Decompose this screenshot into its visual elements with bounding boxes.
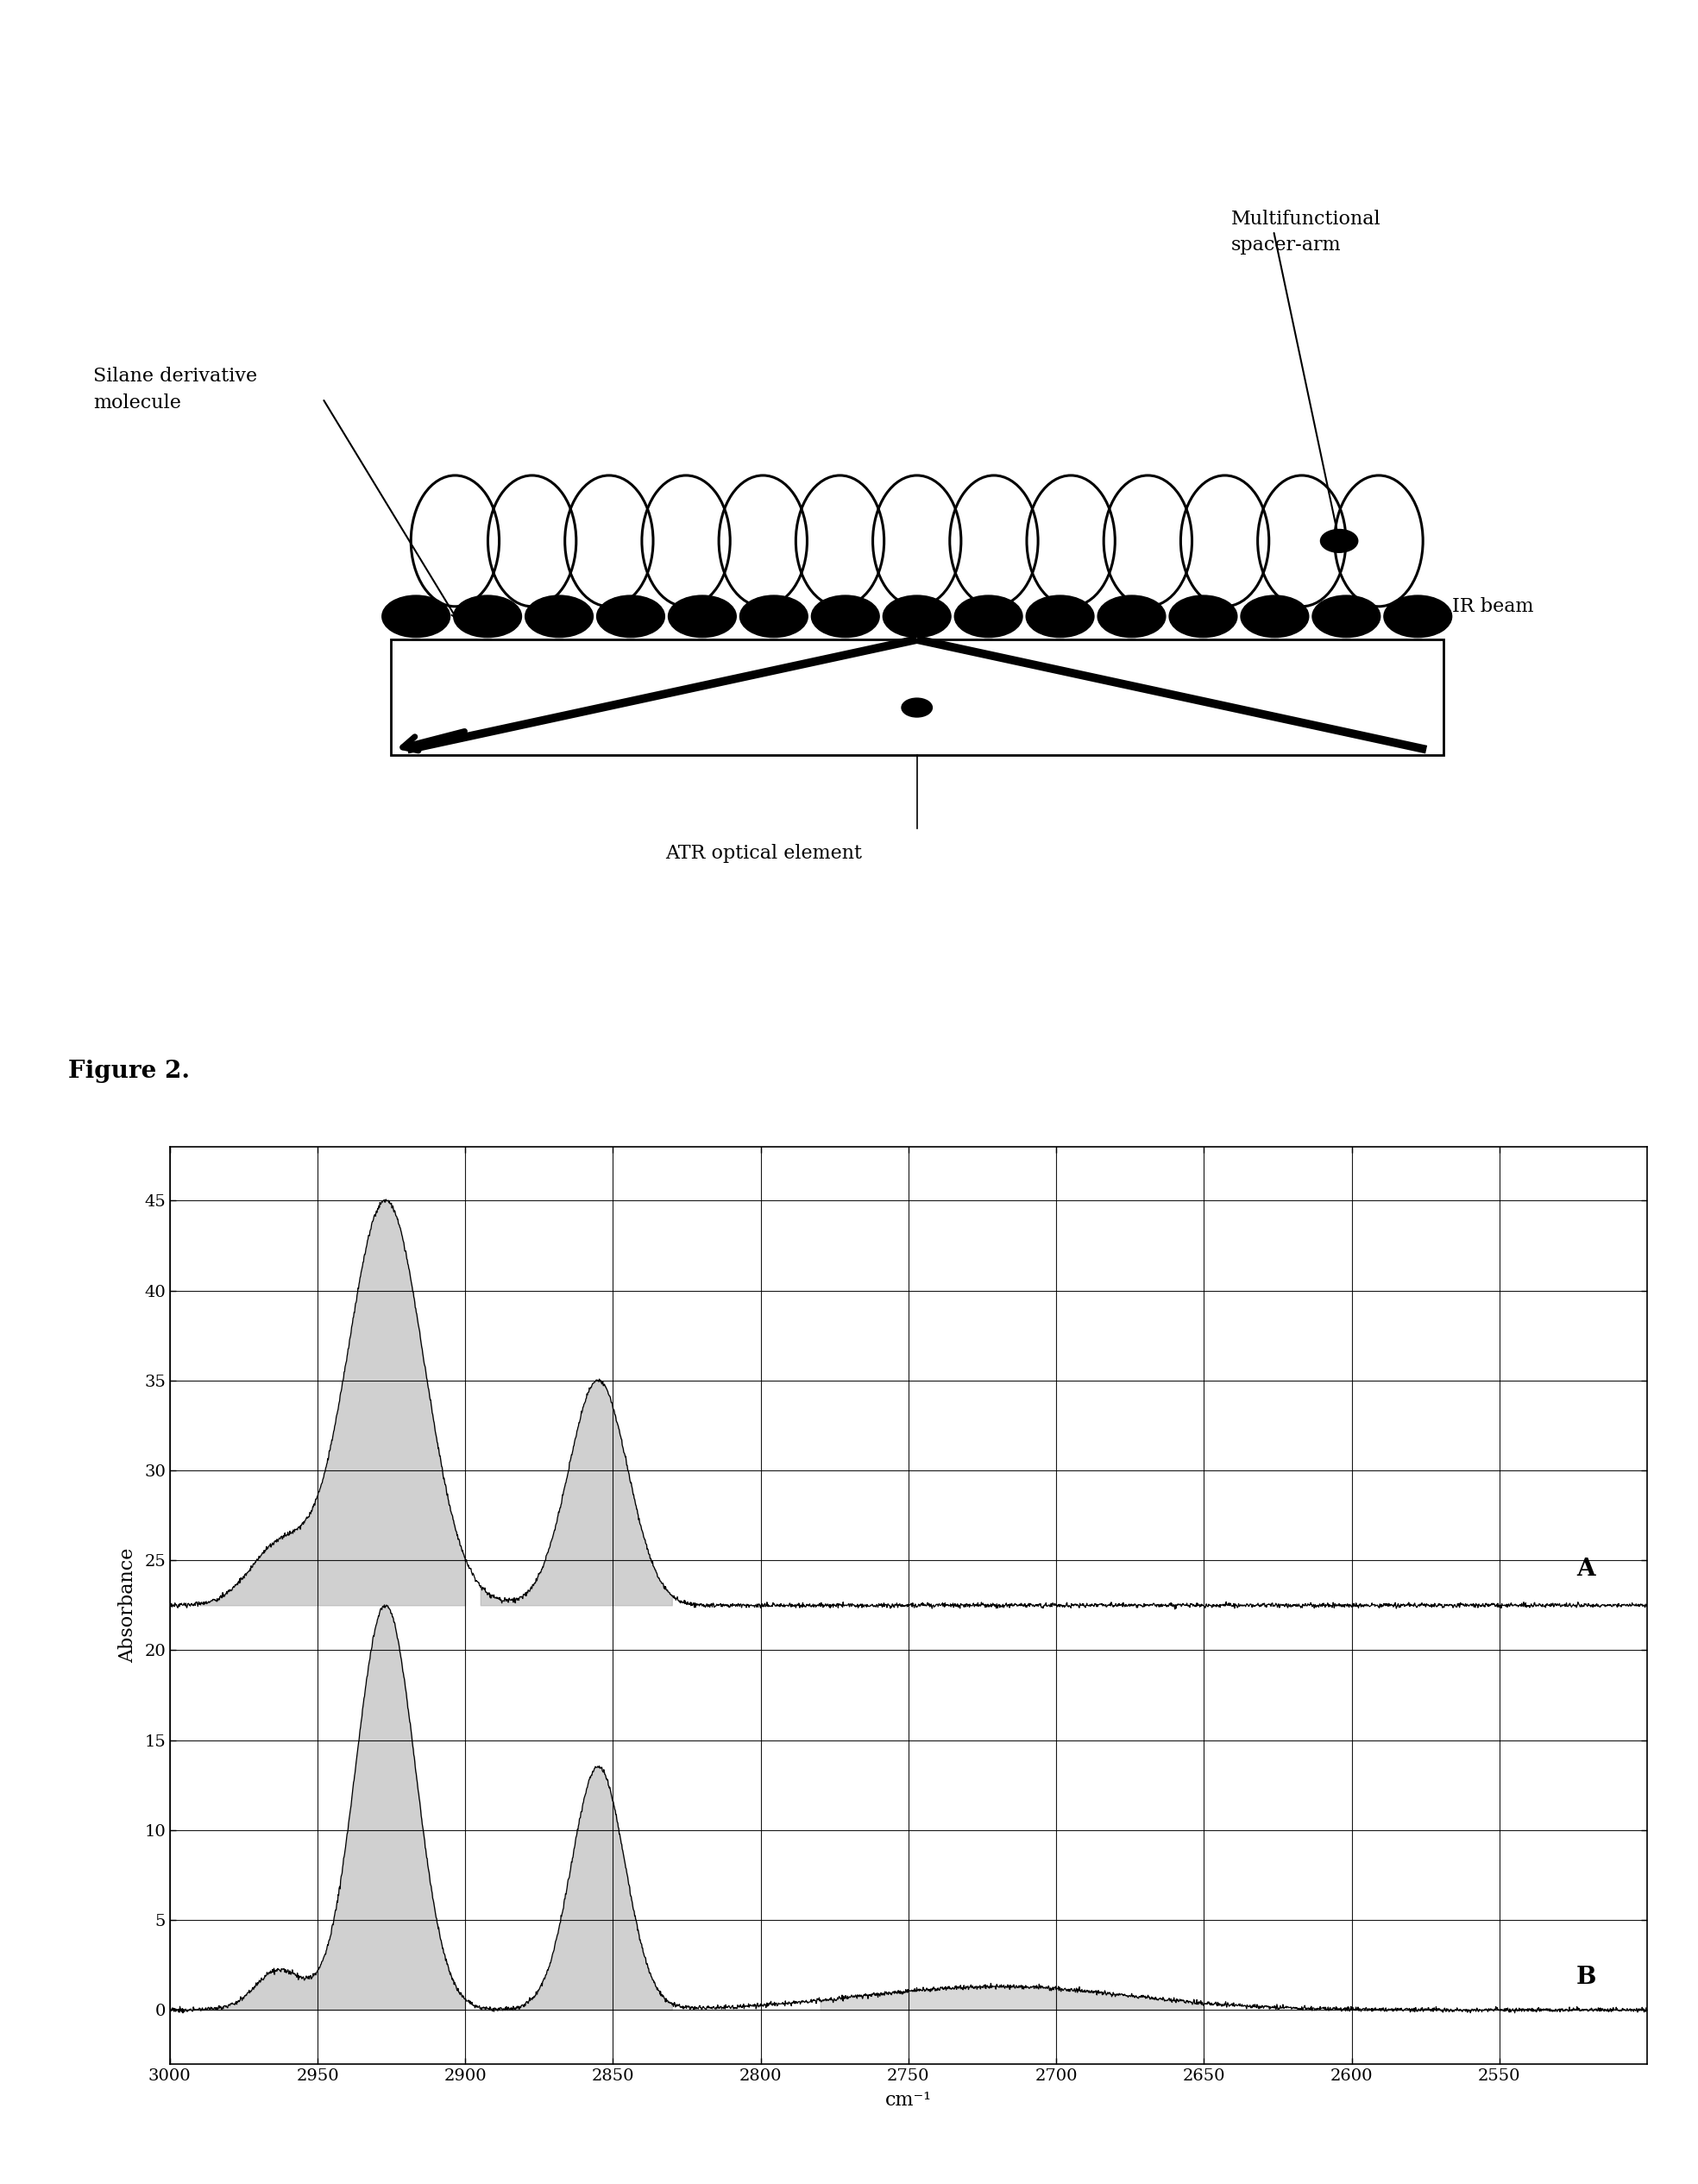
Text: Silane derivative
molecule: Silane derivative molecule	[93, 367, 258, 413]
Circle shape	[596, 596, 664, 638]
Circle shape	[954, 596, 1022, 638]
Y-axis label: Absorbance: Absorbance	[117, 1548, 138, 1662]
Circle shape	[740, 596, 808, 638]
Circle shape	[525, 596, 593, 638]
Circle shape	[1026, 596, 1094, 638]
Circle shape	[1384, 596, 1452, 638]
Text: B: B	[1576, 1966, 1596, 1990]
Circle shape	[902, 699, 932, 716]
Text: ATR optical element: ATR optical element	[666, 843, 863, 863]
Circle shape	[1097, 596, 1165, 638]
Circle shape	[453, 596, 521, 638]
Circle shape	[812, 596, 880, 638]
Text: IR beam: IR beam	[1452, 598, 1533, 616]
Text: Multifunctional
spacer-arm: Multifunctional spacer-arm	[1231, 210, 1380, 256]
Text: A: A	[1576, 1557, 1594, 1581]
Circle shape	[382, 596, 450, 638]
X-axis label: cm⁻¹: cm⁻¹	[885, 2090, 932, 2110]
Circle shape	[1241, 596, 1309, 638]
Bar	[391, 640, 1443, 756]
Circle shape	[883, 596, 951, 638]
Circle shape	[1170, 596, 1238, 638]
Circle shape	[669, 596, 737, 638]
Text: Figure 2.: Figure 2.	[68, 1059, 190, 1083]
Circle shape	[1313, 596, 1380, 638]
Circle shape	[1321, 529, 1358, 553]
